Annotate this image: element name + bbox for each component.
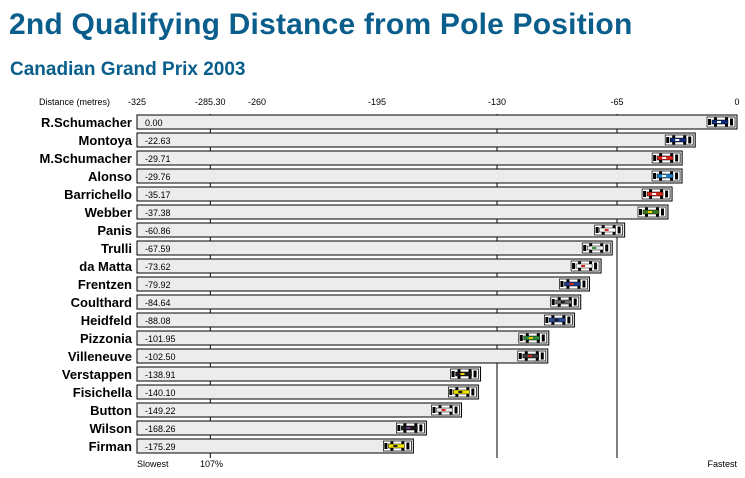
bar xyxy=(136,204,669,220)
car-icon xyxy=(448,386,477,398)
driver-label: Heidfeld xyxy=(81,313,132,328)
value-label: -37.38 xyxy=(145,208,171,218)
value-label: -29.76 xyxy=(145,172,171,182)
value-label: -79.92 xyxy=(145,280,171,290)
slowest-label: Slowest xyxy=(137,459,169,469)
driver-label: Webber xyxy=(85,205,132,220)
bars: 0.00 -22.63 -29.71 -29.76 -35.17 -37.38 -60.86… xyxy=(136,114,738,454)
bar xyxy=(136,438,414,454)
car-icon xyxy=(637,206,667,218)
car-icon xyxy=(651,170,681,182)
car-icon xyxy=(581,242,611,254)
driver-label: Panis xyxy=(97,223,132,238)
bar xyxy=(136,366,482,382)
tick-labels: -325 -260 -195 -130 -65 0 -285.30 xyxy=(128,97,740,107)
value-label: -67.59 xyxy=(145,244,171,254)
bar xyxy=(136,312,575,328)
car-icon xyxy=(559,278,588,290)
chart-title: 2nd Qualifying Distance from Pole Positi… xyxy=(9,8,633,41)
value-label: 0.00 xyxy=(145,118,163,128)
driver-label: Wilson xyxy=(90,421,133,436)
driver-label: Firman xyxy=(89,439,132,454)
percent-107-label: 107% xyxy=(200,459,223,469)
tick-label: -130 xyxy=(488,97,506,107)
bar xyxy=(136,168,683,184)
tick-label-107: -285.30 xyxy=(195,97,226,107)
car-icon xyxy=(518,332,548,344)
driver-label: da Matta xyxy=(79,259,133,274)
driver-label: Trulli xyxy=(101,241,132,256)
bar xyxy=(136,294,582,310)
value-label: -60.86 xyxy=(145,226,171,236)
driver-label: Montoya xyxy=(79,133,133,148)
bar xyxy=(136,114,738,130)
car-icon xyxy=(641,188,671,200)
value-label: -175.29 xyxy=(145,442,176,452)
bar xyxy=(136,186,673,202)
driver-label: Alonso xyxy=(88,169,132,184)
tick-label: -195 xyxy=(368,97,386,107)
tick-label: -325 xyxy=(128,97,146,107)
bar xyxy=(136,348,549,364)
value-label: -35.17 xyxy=(145,190,171,200)
value-label: -101.95 xyxy=(145,334,176,344)
car-icon xyxy=(550,296,580,308)
bar xyxy=(136,402,463,418)
bar xyxy=(136,258,602,274)
driver-label: Barrichello xyxy=(64,187,132,202)
driver-label: R.Schumacher xyxy=(41,115,132,130)
car-icon xyxy=(431,404,460,416)
car-icon xyxy=(570,260,600,272)
driver-label: Villeneuve xyxy=(68,349,132,364)
car-icon xyxy=(664,134,694,146)
value-label: -102.50 xyxy=(145,352,176,362)
driver-label: M.Schumacher xyxy=(40,151,132,166)
car-icon xyxy=(706,116,736,128)
fastest-label: Fastest xyxy=(707,459,737,469)
value-label: -88.08 xyxy=(145,316,171,326)
driver-label: Button xyxy=(90,403,132,418)
value-label: -84.64 xyxy=(145,298,171,308)
value-label: -29.71 xyxy=(145,154,171,164)
axis-title: Distance (metres) xyxy=(39,97,110,107)
bar xyxy=(136,384,479,400)
chart-subtitle: Canadian Grand Prix 2003 xyxy=(10,59,246,80)
value-label: -149.22 xyxy=(145,406,176,416)
car-icon xyxy=(517,350,547,362)
tick-label: -260 xyxy=(248,97,266,107)
car-icon xyxy=(594,224,623,236)
driver-label: Pizzonia xyxy=(80,331,133,346)
driver-labels: R.Schumacher Montoya M.Schumacher Alonso Bar… xyxy=(40,115,133,454)
value-label: -168.26 xyxy=(145,424,176,434)
car-icon xyxy=(450,368,479,380)
value-label: -22.63 xyxy=(145,136,171,146)
bar xyxy=(136,222,626,238)
car-icon xyxy=(396,422,425,434)
bar xyxy=(136,150,683,166)
value-label: -73.62 xyxy=(145,262,171,272)
tick-label: -65 xyxy=(610,97,623,107)
driver-label: Verstappen xyxy=(62,367,132,382)
car-icon xyxy=(383,440,412,452)
value-label: -138.91 xyxy=(145,370,176,380)
driver-label: Fisichella xyxy=(73,385,133,400)
bar xyxy=(136,132,696,148)
car-icon xyxy=(651,152,681,164)
car-icon xyxy=(544,314,573,326)
driver-label: Frentzen xyxy=(78,277,132,292)
value-label: -140.10 xyxy=(145,388,176,398)
bar xyxy=(136,240,613,256)
driver-label: Coulthard xyxy=(71,295,132,310)
bar xyxy=(136,276,590,292)
bar xyxy=(136,330,550,346)
tick-label: 0 xyxy=(734,97,739,107)
bar xyxy=(136,420,427,436)
